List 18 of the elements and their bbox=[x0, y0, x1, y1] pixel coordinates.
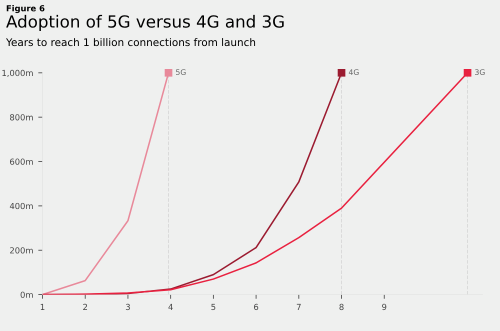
x-tick-label: 6 bbox=[254, 304, 258, 310]
x-tick-label: 8 bbox=[339, 304, 344, 310]
caption: Figure 6 bbox=[6, 4, 44, 14]
chart-subtitle: Years to reach 1 billion connections from launch bbox=[6, 38, 256, 46]
x-tick-label: 9 bbox=[382, 304, 386, 310]
y-tick-label: 800m bbox=[10, 114, 33, 120]
y-tick-label: 200m bbox=[10, 247, 33, 254]
y-tick-label: 0m bbox=[20, 292, 33, 298]
x-tick-label: 2 bbox=[83, 304, 88, 310]
chart-title: Adoption of 5G versus 4G and 3G bbox=[6, 14, 284, 32]
y-tick-label: 600m bbox=[10, 158, 33, 165]
x-tick-label: 4 bbox=[168, 304, 173, 310]
x-tick-label: 3 bbox=[126, 304, 130, 310]
x-tick-label: 1 bbox=[40, 304, 44, 310]
y-tick-label: 1,000m bbox=[2, 70, 33, 77]
x-tick-label: 5 bbox=[211, 304, 216, 310]
y-tick-label: 400m bbox=[10, 202, 33, 210]
x-tick-label: 7 bbox=[296, 304, 301, 310]
